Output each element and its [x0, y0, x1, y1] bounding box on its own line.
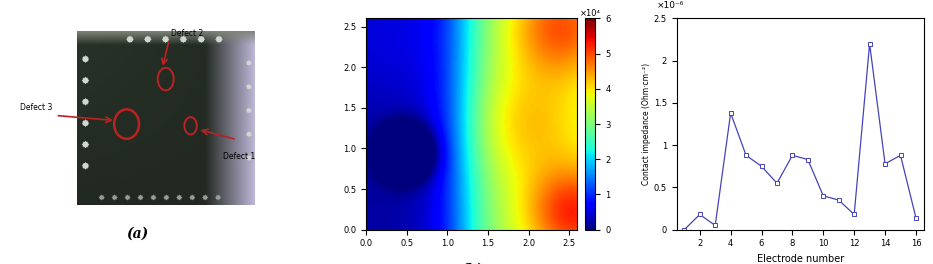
- Text: (a): (a): [126, 226, 148, 240]
- Text: Defect 1: Defect 1: [223, 152, 255, 161]
- Text: ×10⁻⁶: ×10⁻⁶: [657, 1, 684, 10]
- Y-axis label: Contact impedance (Ohm·cm⁻²): Contact impedance (Ohm·cm⁻²): [642, 63, 651, 185]
- Text: Defect 2: Defect 2: [171, 29, 203, 37]
- Title: ×10⁴: ×10⁴: [579, 9, 601, 18]
- Text: (b): (b): [460, 262, 483, 264]
- Text: Defect 3: Defect 3: [20, 103, 52, 112]
- X-axis label: Electrode number: Electrode number: [757, 254, 843, 264]
